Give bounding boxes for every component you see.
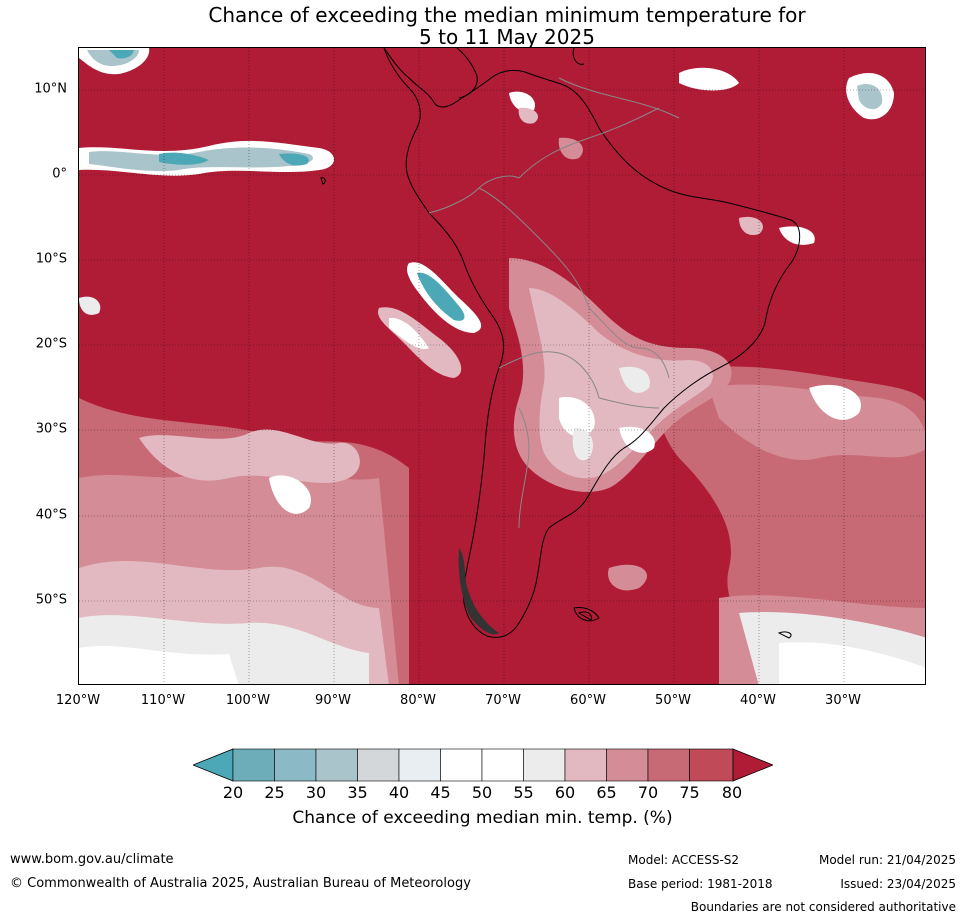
southern-band — [79, 366, 925, 684]
lat-label-10n: 10°N — [34, 81, 67, 97]
colorbar-swatch-30-35 — [315, 748, 358, 782]
title-line-1: Chance of exceeding the median minimum t… — [208, 3, 806, 27]
colorbar-max-arrow — [732, 748, 773, 782]
lon-label-40w: 40°W — [740, 693, 776, 708]
colorbar-swatch-20-25 — [232, 748, 275, 782]
colorbar-swatch-70-75 — [647, 748, 690, 782]
colorbar-swatch-40-45 — [398, 748, 441, 782]
title-line-2: 5 to 11 May 2025 — [419, 25, 595, 49]
colorbar-tick: 65 — [596, 783, 617, 802]
colorbar-tick: 80 — [721, 783, 743, 802]
continent-patches — [378, 91, 732, 492]
country-borders — [428, 77, 680, 529]
cool-anomaly-patches — [79, 48, 894, 333]
lon-label-100w: 100°W — [225, 693, 271, 708]
base-period: Base period: 1981-2018 — [628, 877, 773, 891]
map-panel — [78, 47, 926, 685]
lat-label-0: 0° — [52, 166, 67, 182]
colorbar-tick: 35 — [347, 783, 368, 802]
boundaries-disclaimer: Boundaries are not considered authoritat… — [690, 900, 956, 914]
model-run-date: Model run: 21/04/2025 — [818, 853, 956, 867]
lat-label-50s: 50°S — [35, 592, 67, 608]
website-link[interactable]: www.bom.gov.au/climate — [10, 852, 174, 867]
colorbar-swatch-60-65 — [564, 748, 607, 782]
colorbar-swatch-65-70 — [606, 748, 649, 782]
lon-label-60w: 60°W — [570, 693, 606, 708]
lon-label-90w: 90°W — [315, 693, 351, 708]
patagonia-islands — [458, 548, 499, 635]
lon-label-120w: 120°W — [55, 693, 101, 708]
colorbar-swatch-50-55 — [481, 748, 524, 782]
lon-label-70w: 70°W — [485, 693, 521, 708]
colorbar-tick: 30 — [305, 783, 327, 802]
lon-label-110w: 110°W — [140, 693, 186, 708]
lon-label-80w: 80°W — [400, 693, 436, 708]
lat-label-40s: 40°S — [35, 507, 67, 523]
colorbar-tick: 60 — [554, 783, 576, 802]
colorbar — [193, 748, 773, 782]
colorbar-swatch-35-40 — [357, 748, 400, 782]
lon-label-30w: 30°W — [825, 693, 861, 708]
coastline — [320, 48, 801, 639]
colorbar-swatch-25-30 — [274, 748, 317, 782]
colorbar-tick: 25 — [264, 783, 285, 802]
issued-date: Issued: 23/04/2025 — [840, 877, 956, 891]
copyright-text: © Commonwealth of Australia 2025, Austra… — [10, 876, 471, 891]
lat-label-10s: 10°S — [35, 251, 67, 267]
colorbar-min-arrow — [193, 748, 234, 782]
model-name: Model: ACCESS-S2 — [628, 853, 740, 867]
colorbar-label: Chance of exceeding median min. temp. (%… — [292, 808, 673, 828]
lon-label-50w: 50°W — [655, 693, 691, 708]
graticule — [79, 48, 925, 684]
colorbar-swatch-45-50 — [440, 748, 483, 782]
colorbar-tick: 45 — [430, 783, 451, 802]
colorbar-tick: 20 — [222, 783, 244, 802]
colorbar-tick: 50 — [471, 783, 493, 802]
probability-map — [79, 48, 925, 684]
lat-label-30s: 30°S — [35, 421, 67, 437]
map-title: Chance of exceeding the median minimum t… — [0, 4, 965, 48]
lat-label-20s: 20°S — [35, 336, 67, 352]
colorbar-tick: 70 — [637, 783, 659, 802]
colorbar-swatch-75-80 — [689, 748, 734, 782]
colorbar-tick: 75 — [679, 783, 700, 802]
colorbar-tick: 55 — [513, 783, 534, 802]
colorbar-tick: 40 — [388, 783, 410, 802]
colorbar-swatch-55-60 — [523, 748, 566, 782]
